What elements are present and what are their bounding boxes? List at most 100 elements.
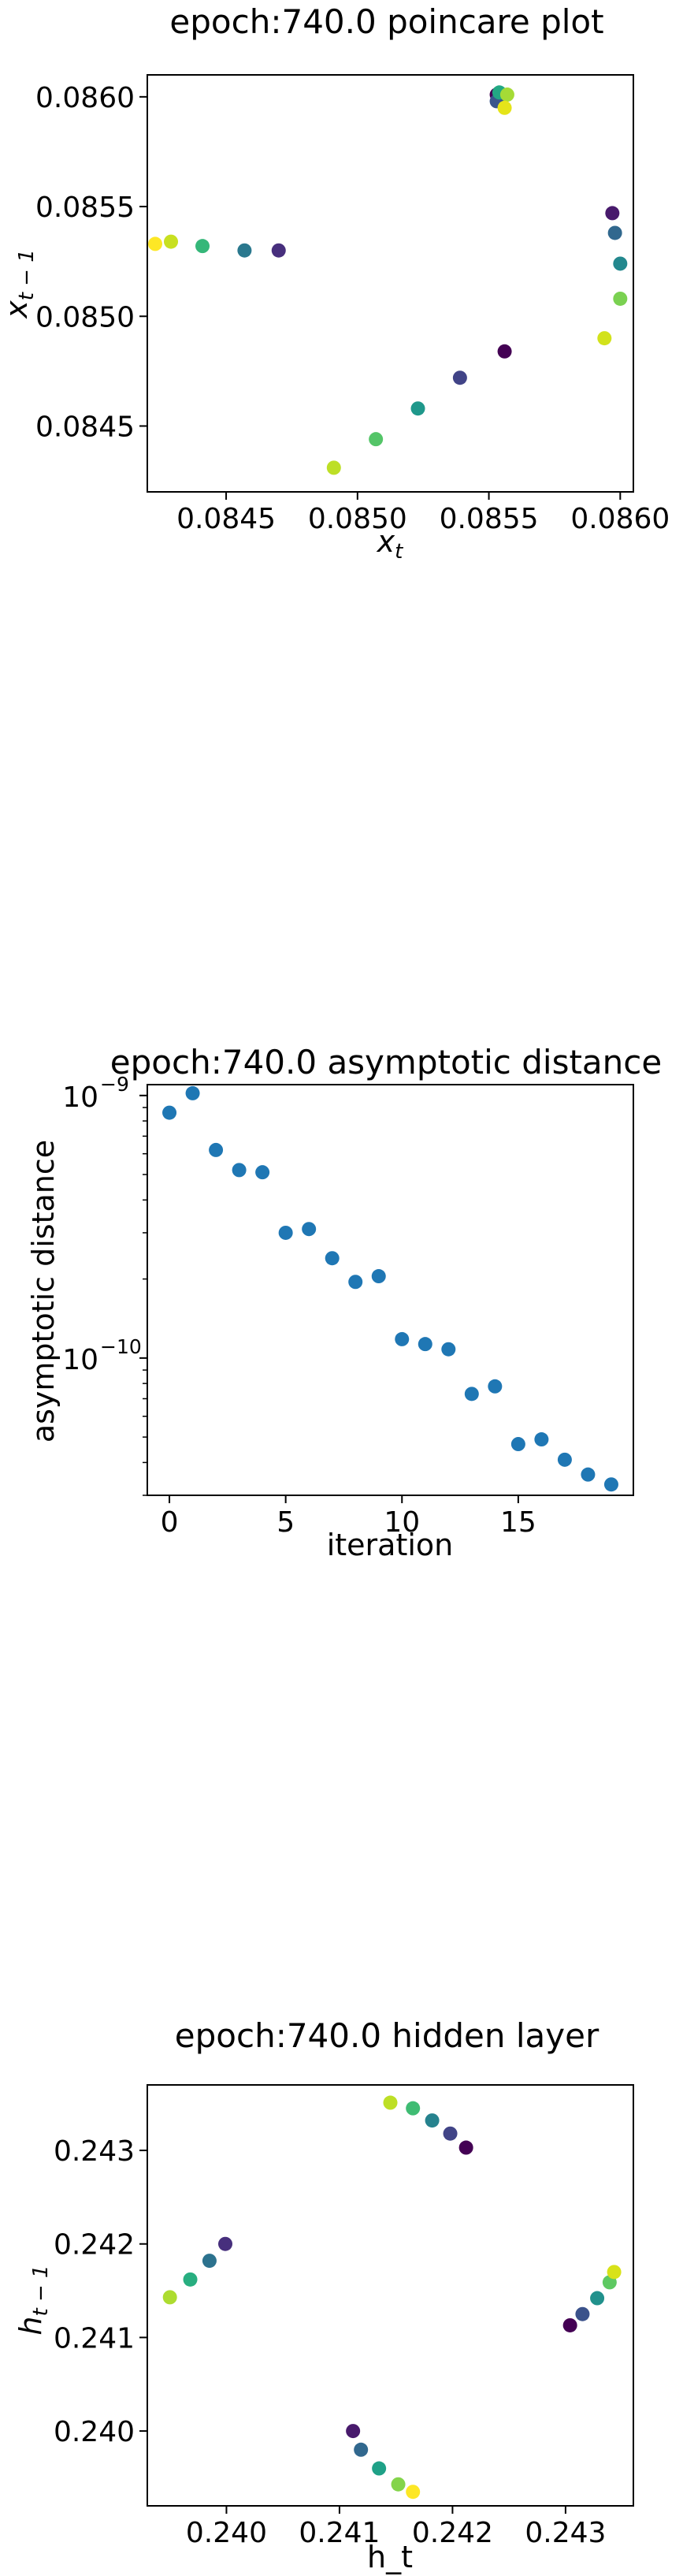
y-tick-label: 0.0850 [35,301,135,333]
hidden-layer-y-ticks: 0.240 0.241 0.242 0.243 [54,2135,147,2448]
asymptotic-distance-y-ticks: 10−910−10 [62,1073,147,1496]
y-tick-label: 0.241 [54,2322,135,2355]
data-point [354,2442,369,2457]
x-tick-label: 0.0855 [440,503,539,535]
data-point [278,1225,293,1240]
y-tick-label: 0.242 [54,2229,135,2261]
asymptotic-distance-points [162,1085,618,1492]
data-point [209,1142,224,1157]
x-tick-label: 5 [277,1506,295,1539]
y-tick-label: 0.243 [54,2135,135,2168]
hidden-layer-axes-frame [147,2084,634,2507]
data-point [195,239,210,254]
x-tick-label: 0.0860 [570,503,670,535]
data-point [271,243,286,258]
asymptotic-distance-x-ticks: 0 5 10 15 [161,1495,536,1539]
data-point [597,331,612,346]
data-point [183,2272,198,2287]
x-tick-label: 15 [500,1506,536,1539]
hidden-layer-x-label: h_t [367,2540,413,2574]
data-point [562,2317,577,2332]
data-point [607,225,622,240]
data-point [237,243,252,258]
data-point [148,236,163,251]
data-point [232,1163,247,1178]
data-point [395,1331,410,1346]
data-point [326,460,341,475]
data-point [369,432,384,447]
data-point [325,1251,340,1266]
data-point [348,1275,363,1290]
data-point [383,2095,398,2110]
data-point [488,1379,503,1394]
poincare-plot-panel: epoch:740.0 poincare plot 0.0845 0.0850 0.… [0,2,670,564]
x-tick-label: 0.0845 [176,503,276,535]
x-tick-label: 10 [384,1506,420,1539]
poincare-plot-title: epoch:740.0 poincare plot [169,2,603,41]
y-tick-label: 0.0860 [35,82,135,114]
data-point [441,1342,456,1357]
data-point [406,2101,421,2116]
x-tick-label: 0.241 [299,2517,380,2549]
hidden-layer-points [162,2095,622,2500]
data-point [590,2291,605,2306]
data-point [391,2477,406,2492]
poincare-plot-y-ticks: 0.0845 0.0850 0.0855 0.0860 [35,82,147,443]
asymptotic-distance-panel: epoch:740.0 asymptotic distance 0 5 10 15 1… [26,1043,662,1562]
hidden-layer-y-label: ht − 1 [13,2265,53,2335]
data-point [575,2306,590,2321]
data-point [605,206,620,221]
data-point [613,291,628,306]
y-tick-label: 0.0845 [35,411,135,443]
data-point [255,1165,270,1180]
data-point [218,2236,233,2251]
x-tick-label: 0 [161,1506,179,1539]
data-point [464,1387,479,1402]
data-point [581,1467,596,1482]
hidden-layer-x-ticks: 0.240 0.241 0.242 0.243 [186,2506,606,2549]
data-point [425,2113,440,2128]
x-tick-label: 0.0850 [308,503,407,535]
data-point [443,2126,458,2141]
data-point [185,1085,200,1100]
data-point [371,1269,386,1284]
data-point [613,256,628,271]
y-tick-label: 10 [62,1081,98,1114]
asymptotic-distance-x-label: iteration [327,1528,454,1562]
poincare-plot-axes-frame [147,74,634,493]
hidden-layer-title: epoch:740.0 hidden layer [175,2016,599,2055]
data-point [510,1437,525,1452]
data-point [346,2424,361,2439]
data-point [418,1337,432,1352]
y-tick-exponent: −10 [100,1335,142,1358]
poincare-plot-points [148,85,628,475]
x-tick-label: 0.243 [525,2517,606,2549]
data-point [162,2290,177,2305]
data-point [162,1105,177,1120]
y-tick-label: 0.0855 [35,192,135,224]
data-point [557,1452,572,1467]
data-point [534,1432,549,1447]
data-point [302,1222,317,1237]
data-point [410,401,425,416]
data-point [372,2461,387,2476]
data-point [452,370,467,385]
data-point [497,344,512,359]
poincare-plot-y-label: xt − 1 [0,249,39,319]
data-point [603,1477,618,1492]
asymptotic-distance-axes-frame [147,1084,634,1496]
y-tick-label: 10 [62,1344,98,1376]
data-point [607,2265,622,2280]
data-point [499,87,514,102]
y-tick-label: 0.240 [54,2416,135,2448]
asymptotic-distance-title: epoch:740.0 asymptotic distance [110,1043,662,1081]
data-point [164,234,179,249]
y-tick-exponent: −9 [100,1073,129,1096]
poincare-plot-x-ticks: 0.0845 0.0850 0.0855 0.0860 [176,492,670,535]
x-tick-label: 0.240 [186,2517,267,2549]
asymptotic-distance-y-label: asymptotic distance [26,1140,61,1442]
data-point [497,100,512,115]
data-point [458,2140,473,2155]
data-point [406,2485,421,2500]
